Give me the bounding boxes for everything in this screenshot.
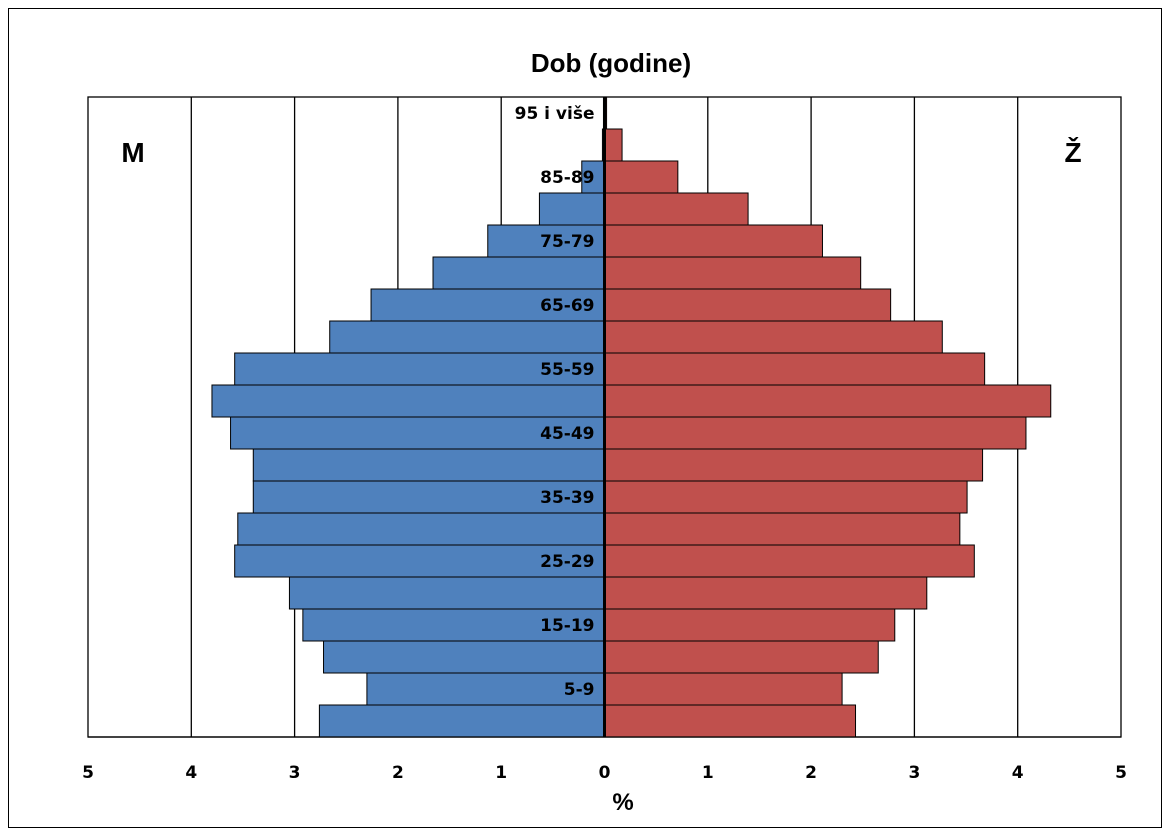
x-tick-label: 5 (82, 763, 94, 783)
chart-title: Dob (godine) (531, 48, 691, 78)
category-label: 55-59 (540, 360, 594, 380)
bar-female (604, 352, 986, 386)
bar-female (604, 608, 896, 642)
bar-female (604, 256, 862, 290)
bar-male (329, 320, 605, 354)
bar-female (604, 128, 623, 162)
x-tick-label: 2 (392, 763, 404, 783)
bar-male (230, 416, 606, 450)
bar-female (604, 672, 843, 706)
x-tick-label: 1 (495, 763, 507, 783)
x-tick-label: 4 (185, 763, 197, 783)
bar-female (604, 544, 975, 578)
x-tick-label: 1 (702, 763, 714, 783)
bar-male (211, 384, 606, 418)
bar-female (604, 704, 857, 738)
bar-male (288, 576, 605, 610)
bar-male (370, 288, 605, 322)
category-label: 15-19 (540, 616, 594, 636)
x-tick-label: 5 (1115, 763, 1127, 783)
bar-female (604, 448, 984, 482)
bars (211, 96, 1052, 738)
category-label: 35-39 (540, 488, 594, 508)
bar-male (432, 256, 605, 290)
category-labels: 5-9 15-19 25-29 35-39 45-49 55-59 65-69 75-79 85… (515, 104, 595, 700)
bar-male (538, 192, 606, 226)
category-label: 75-79 (540, 232, 594, 252)
x-tick-label: 2 (805, 763, 817, 783)
category-label: 5-9 (564, 680, 595, 700)
bar-male (252, 448, 605, 482)
bar-female (604, 576, 928, 610)
category-label: 65-69 (540, 296, 594, 316)
x-tick-label: 3 (908, 763, 920, 783)
x-tick-label: 4 (1012, 763, 1024, 783)
bar-male (237, 512, 605, 546)
bar-male (318, 704, 605, 738)
axes (88, 97, 1121, 738)
bar-female (604, 224, 823, 258)
female-side-label: Ž (1064, 137, 1081, 168)
bar-female (604, 416, 1027, 450)
bar-male (323, 640, 605, 674)
bar-female (604, 320, 943, 354)
x-tick-labels: 5 4 3 2 1 0 1 2 3 4 5 (82, 763, 1127, 783)
category-label: 95 i više (515, 104, 595, 124)
bar-female (604, 192, 749, 226)
bar-female (604, 384, 1052, 418)
bar-female (604, 640, 879, 674)
bar-female (604, 512, 961, 546)
x-tick-label: 3 (289, 763, 301, 783)
bar-female (604, 160, 679, 194)
x-axis-label: % (612, 789, 633, 814)
x-tick-label: 0 (599, 763, 611, 783)
category-label: 85-89 (540, 168, 594, 188)
bar-female (604, 480, 968, 514)
category-label: 45-49 (540, 424, 594, 444)
category-label: 25-29 (540, 552, 594, 572)
male-side-label: M (121, 137, 144, 168)
bar-female (604, 288, 892, 322)
